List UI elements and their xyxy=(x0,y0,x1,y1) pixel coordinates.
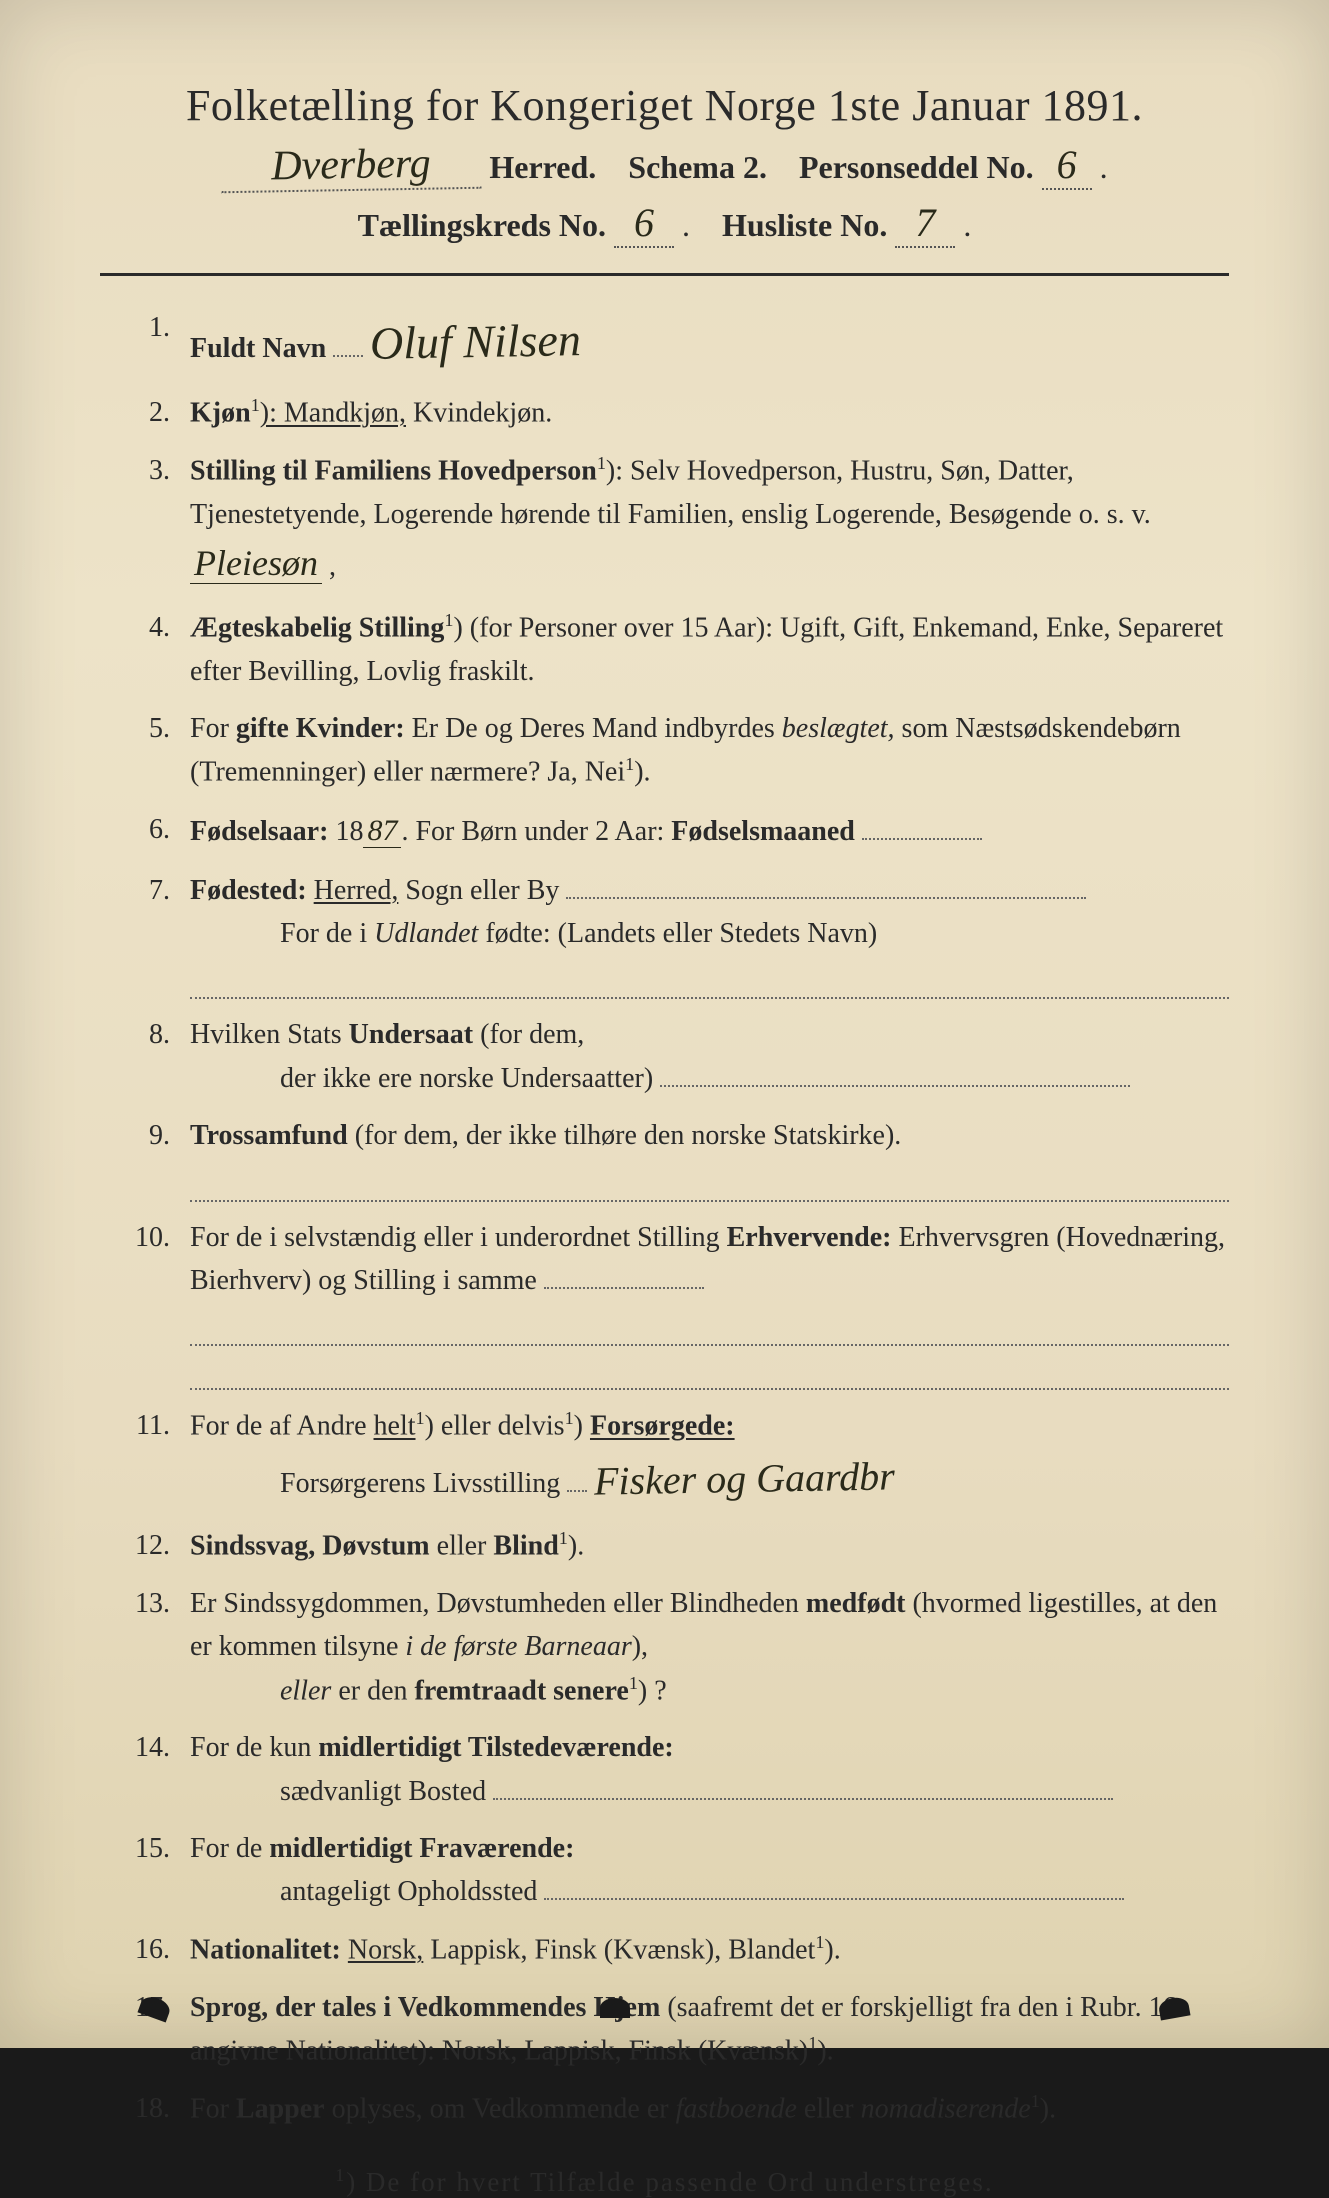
q15-label: midlertidigt Fraværende: xyxy=(269,1833,574,1864)
q3-handwritten: Pleiesøn xyxy=(190,543,322,584)
item-2: 2. Kjøn1): Mandkjøn, Kvindekjøn. xyxy=(100,391,1229,435)
herred-label: Herred. xyxy=(489,149,596,185)
q17-label: Sprog, der tales i Vedkommendes Hjem xyxy=(190,1992,660,2023)
q10-label: Erhvervende: xyxy=(727,1222,892,1253)
item-17: 17. Sprog, der tales i Vedkommendes Hjem… xyxy=(100,1986,1229,2073)
num-16: 16. xyxy=(100,1928,190,1971)
item-7: 7. Fødested: Herred, Sogn eller By For d… xyxy=(100,869,1229,956)
paper-tear xyxy=(600,1998,630,2018)
item-15: 15. For de midlertidigt Fraværende: anta… xyxy=(100,1827,1229,1914)
item-13: 13. Er Sindssygdommen, Døvstumheden elle… xyxy=(100,1582,1229,1713)
q2-text: ): Mandkjøn, xyxy=(260,398,406,429)
num-15: 15. xyxy=(100,1827,190,1870)
census-form-page: Folketælling for Kongeriget Norge 1ste J… xyxy=(0,0,1329,2048)
q7-underline: Herred, xyxy=(314,875,399,906)
q5-label: gifte Kvinder: xyxy=(236,713,405,744)
header-line-1: Dverberg Herred. Schema 2. Personseddel … xyxy=(100,141,1229,191)
item-8: 8. Hvilken Stats Undersaat (for dem, der… xyxy=(100,1013,1229,1100)
num-12: 12. xyxy=(100,1524,190,1567)
num-8: 8. xyxy=(100,1013,190,1056)
header-line-2: Tællingskreds No. 6 . Husliste No. 7 . xyxy=(100,199,1229,248)
taellingskreds-no: 6 xyxy=(614,199,674,248)
taellingskreds-label: Tællingskreds No. xyxy=(358,207,606,243)
husliste-no: 7 xyxy=(895,199,955,248)
husliste-label: Husliste No. xyxy=(722,207,887,243)
num-5: 5. xyxy=(100,707,190,750)
num-10: 10. xyxy=(100,1216,190,1259)
num-11: 11. xyxy=(100,1404,190,1447)
q2-label: Kjøn xyxy=(190,398,251,429)
item-3: 3. Stilling til Familiens Hovedperson1):… xyxy=(100,449,1229,592)
q11-label: Forsørgede: xyxy=(590,1411,735,1442)
num-13: 13. xyxy=(100,1582,190,1625)
q7-label: Fødested: xyxy=(190,875,307,906)
schema-label: Schema 2. xyxy=(628,149,767,185)
item-11: 11. For de af Andre helt1) eller delvis1… xyxy=(100,1404,1229,1510)
num-2: 2. xyxy=(100,391,190,434)
item-16: 16. Nationalitet: Norsk, Lappisk, Finsk … xyxy=(100,1928,1229,1972)
num-6: 6. xyxy=(100,808,190,851)
q1-handwritten: Oluf Nilsen xyxy=(370,304,582,379)
q8-label: Undersaat xyxy=(349,1019,473,1050)
item-4: 4. Ægteskabelig Stilling1) (for Personer… xyxy=(100,606,1229,693)
q6-handwritten: 87 xyxy=(363,814,401,848)
item-1: 1. Fuldt Navn Oluf Nilsen xyxy=(100,306,1229,377)
q6-label: Fødselsaar: xyxy=(190,816,328,847)
item-5: 5. For gifte Kvinder: Er De og Deres Man… xyxy=(100,707,1229,794)
footnote: 1) De for hvert Tilfælde passende Ord un… xyxy=(100,2165,1229,2198)
personseddel-no: 6 xyxy=(1042,141,1092,190)
q18-label: Lapper xyxy=(236,2093,325,2124)
q12-label: Sindssvag, Døvstum xyxy=(190,1530,430,1561)
q1-label: Fuldt Navn xyxy=(190,333,326,364)
herred-handwritten: Dverberg xyxy=(221,139,482,194)
item-14: 14. For de kun midlertidigt Tilstedevære… xyxy=(100,1726,1229,1813)
q14-label: midlertidigt Tilstedeværende: xyxy=(318,1732,673,1763)
item-9: 9. Trossamfund (for dem, der ikke tilhør… xyxy=(100,1114,1229,1157)
q13-label: medfødt xyxy=(806,1588,906,1619)
num-18: 18. xyxy=(100,2087,190,2130)
dotted-line-10b xyxy=(190,1360,1229,1390)
item-10: 10. For de i selvstændig eller i underor… xyxy=(100,1216,1229,1303)
num-7: 7. xyxy=(100,869,190,912)
q4-label: Ægteskabelig Stilling xyxy=(190,612,444,643)
q3-label: Stilling til Familiens Hovedperson xyxy=(190,455,597,486)
q16-label: Nationalitet: xyxy=(190,1934,341,1965)
item-6: 6. Fødselsaar: 1887. For Børn under 2 Aa… xyxy=(100,808,1229,855)
page-title: Folketælling for Kongeriget Norge 1ste J… xyxy=(100,80,1229,131)
num-3: 3. xyxy=(100,449,190,492)
num-9: 9. xyxy=(100,1114,190,1157)
personseddel-label: Personseddel No. xyxy=(799,149,1034,185)
num-1: 1. xyxy=(100,306,190,349)
divider xyxy=(100,273,1229,276)
q9-label: Trossamfund xyxy=(190,1120,348,1151)
q7-text: Sogn eller By xyxy=(405,875,559,906)
q11-handwritten: Fisker og Gaardbr xyxy=(594,1445,896,1512)
dotted-line-7 xyxy=(190,969,1229,999)
q5-italic: beslægtet, xyxy=(782,713,895,744)
q6-label2: Fødselsmaaned xyxy=(671,816,855,847)
q5-text: Er De og Deres Mand indbyrdes xyxy=(412,713,775,744)
item-18: 18. For Lapper oplyses, om Vedkommende e… xyxy=(100,2087,1229,2131)
item-12: 12. Sindssvag, Døvstum eller Blind1). xyxy=(100,1524,1229,1568)
dotted-line-9 xyxy=(190,1172,1229,1202)
num-14: 14. xyxy=(100,1726,190,1769)
num-4: 4. xyxy=(100,606,190,649)
dotted-line-10a xyxy=(190,1316,1229,1346)
